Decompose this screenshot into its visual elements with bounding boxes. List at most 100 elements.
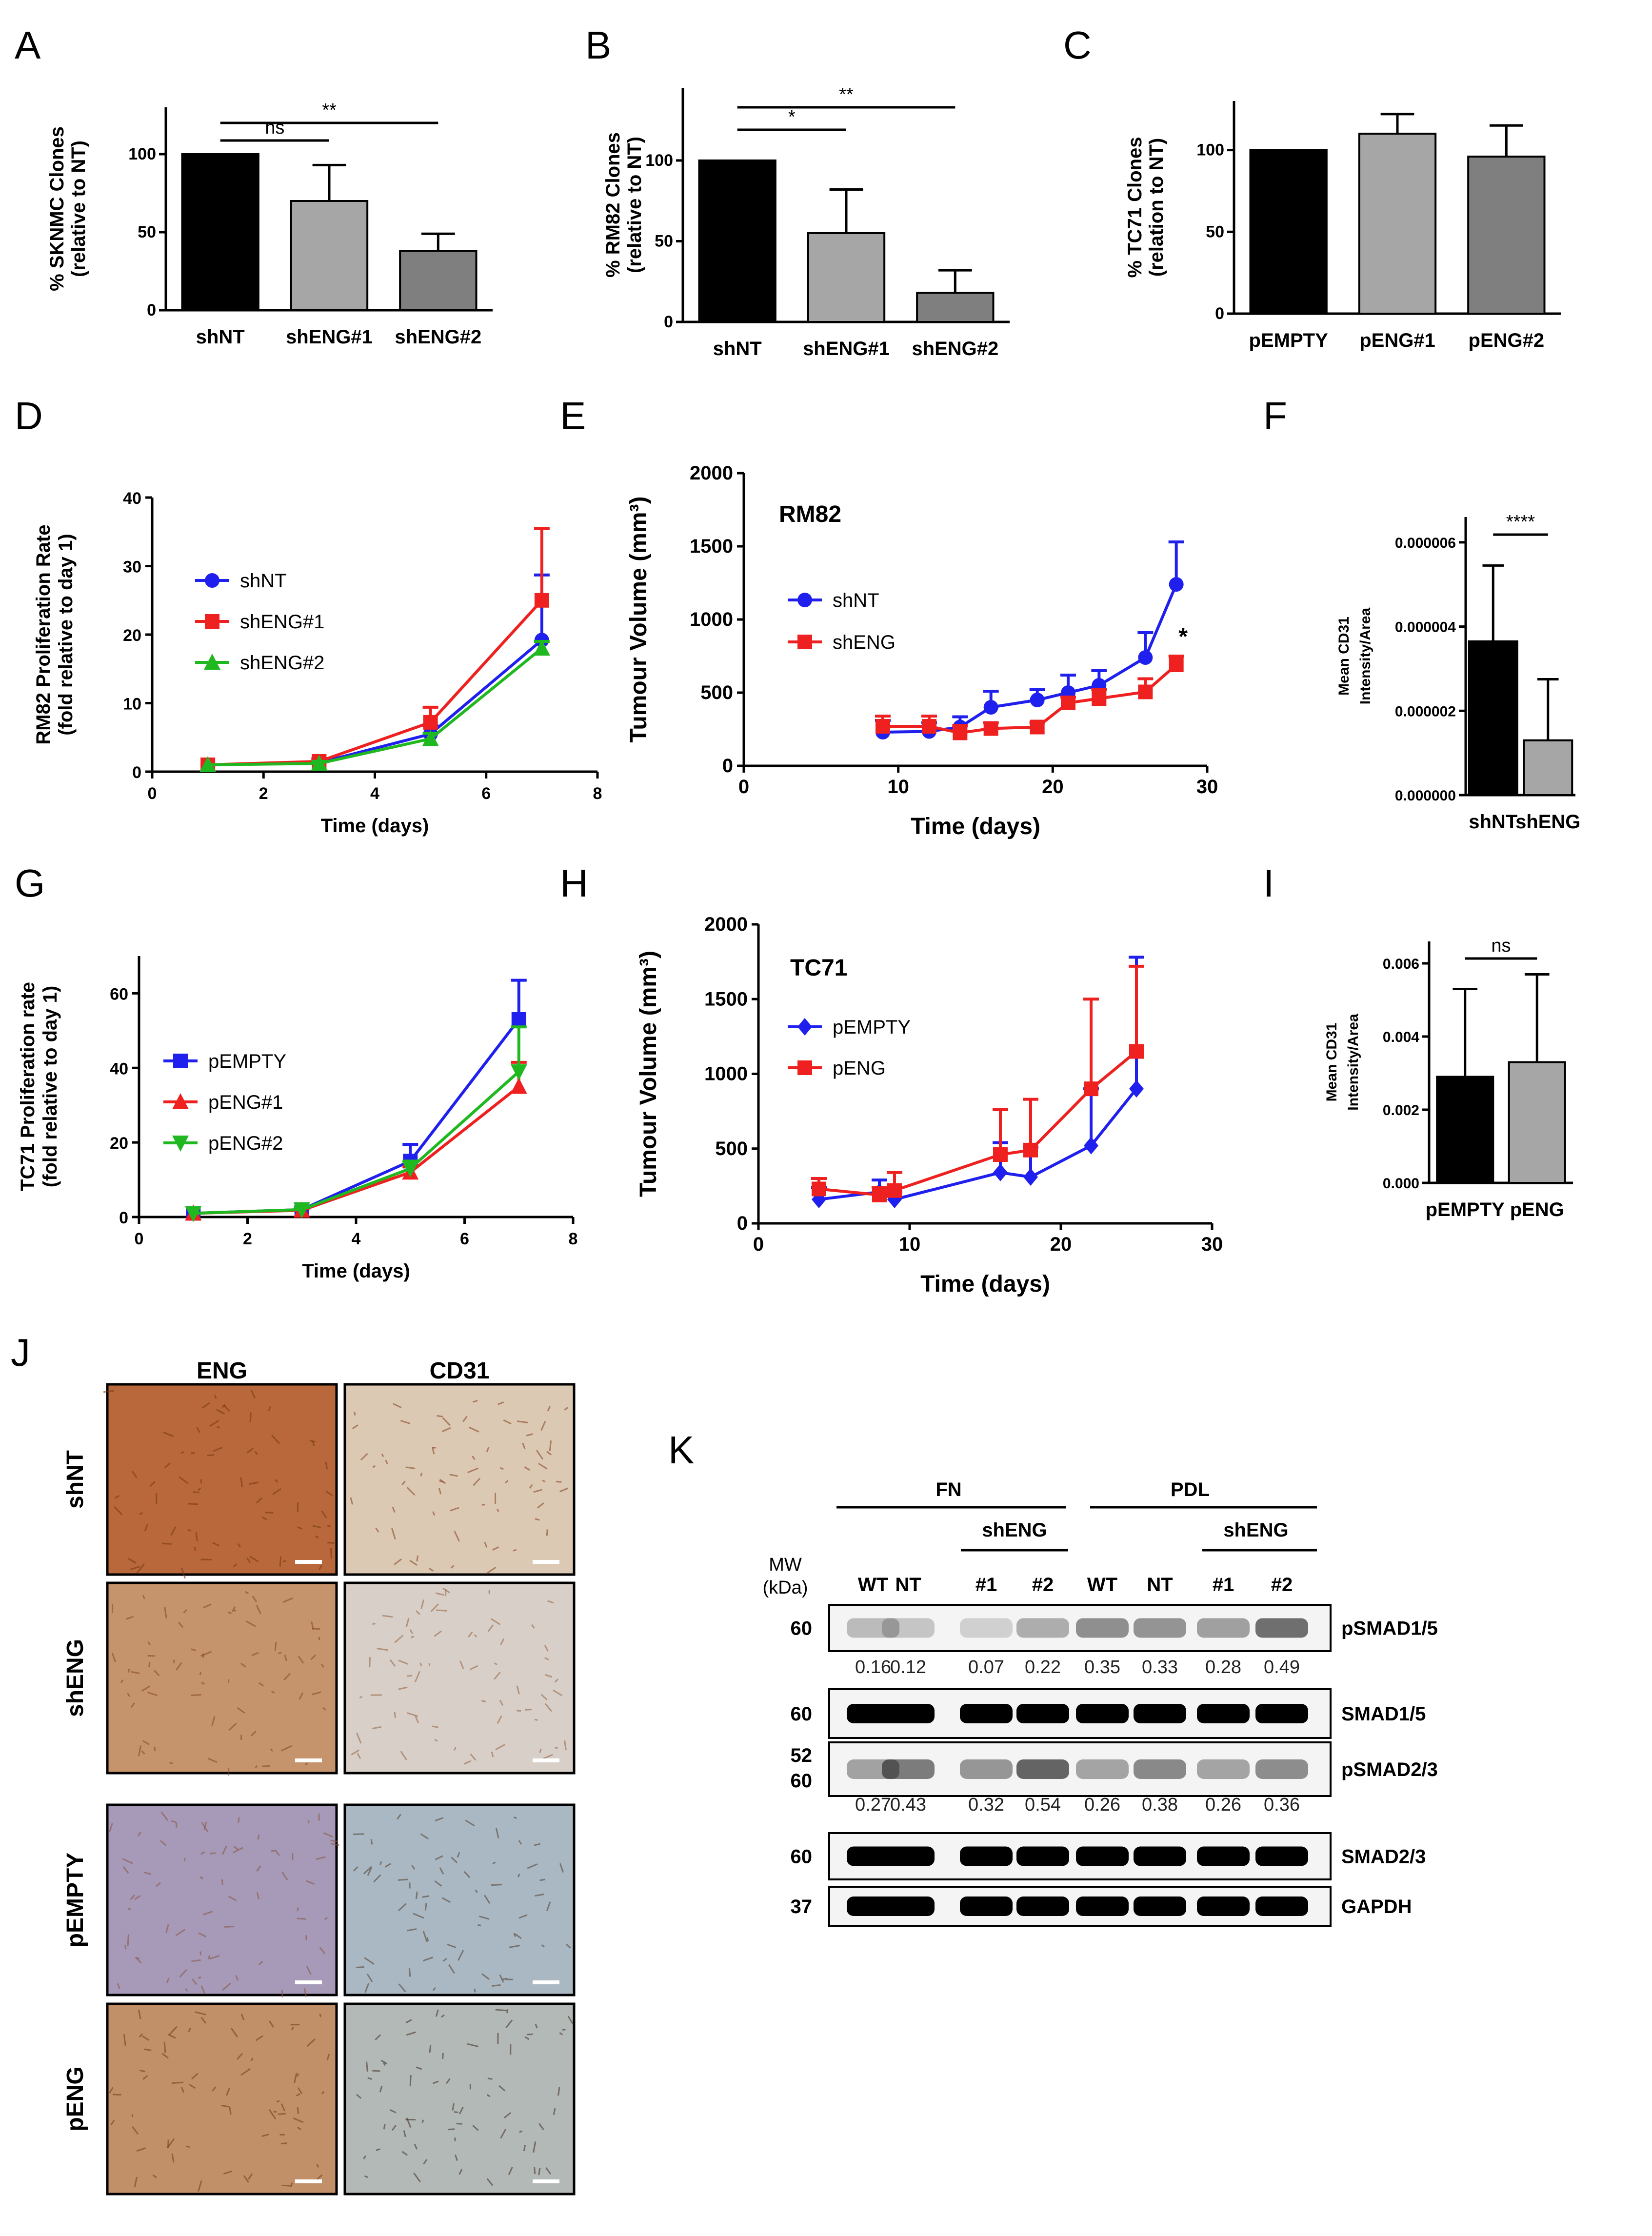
j-stain-speck <box>147 1692 158 1697</box>
j-stain-speck <box>567 2016 574 2025</box>
j-stain-speck <box>544 1657 549 1661</box>
j-stain-speck <box>298 1656 304 1664</box>
j-stain-speck <box>164 1462 171 1469</box>
j-stain-speck <box>375 2034 381 2040</box>
f-y-axis-label: Mean CD31 <box>1336 617 1352 696</box>
h-y-tick-label: 1000 <box>704 1063 748 1085</box>
k-quantification-value: 0.12 <box>890 1657 926 1677</box>
f-bar <box>1523 739 1573 797</box>
j-stain-speck <box>136 1563 145 1574</box>
j-stain-speck <box>379 2086 383 2093</box>
j-stain-speck <box>139 1512 143 1515</box>
i-significance-label: ns <box>1491 936 1511 956</box>
j-stain-speck <box>545 2167 552 2175</box>
j-stain-speck <box>420 1599 425 1609</box>
j-stain-speck <box>240 1477 243 1487</box>
j-stain-speck <box>201 1681 205 1685</box>
b-y-axis-label: % RM82 Clones <box>602 132 624 278</box>
i-category-label: pEMPTY <box>1426 1199 1505 1220</box>
k-band <box>1197 1704 1250 1723</box>
j-stain-speck <box>436 1609 447 1612</box>
j-stain-speck <box>122 1866 129 1874</box>
g-x-tick-label: 6 <box>460 1230 469 1248</box>
j-stain-speck <box>539 1878 546 1881</box>
j-stain-speck <box>486 2094 491 2097</box>
j-stain-speck <box>434 1738 438 1742</box>
d-y-tick-label: 30 <box>123 558 141 577</box>
j-stain-speck <box>475 1889 478 1893</box>
j-stain-speck <box>228 1722 237 1731</box>
j-stain-speck <box>200 2016 207 2024</box>
j-stain-speck <box>513 1549 517 1552</box>
j-stain-speck <box>110 2119 115 2126</box>
j-stain-speck <box>392 1507 396 1513</box>
j-stain-speck <box>122 1858 133 1864</box>
j-stain-speck <box>191 2073 199 2080</box>
j-stain-speck <box>233 1563 238 1568</box>
j-stain-speck <box>442 1417 451 1426</box>
k-blot-frame <box>828 1604 1332 1652</box>
j-stain-speck <box>261 2134 269 2137</box>
k-band <box>847 1618 899 1638</box>
j-stain-speck <box>303 1988 307 1997</box>
j-stain-speck <box>534 1843 541 1846</box>
k-band <box>1134 1618 1186 1638</box>
j-stain-speck <box>353 1866 358 1872</box>
i-bar <box>1436 1076 1494 1184</box>
j-stain-speck <box>135 1956 142 1964</box>
a-y-tick-label: 50 <box>138 223 156 241</box>
k-band <box>1134 1846 1186 1866</box>
k-mw-header: (kDa) <box>763 1577 808 1598</box>
j-stain-speck <box>165 1924 169 1933</box>
j-stain-speck <box>538 1462 548 1470</box>
e-data-point <box>922 719 936 734</box>
j-stain-speck <box>407 1928 417 1932</box>
k-band <box>882 1618 935 1638</box>
k-quantification-value: 0.38 <box>1142 1795 1178 1815</box>
c-bar <box>1249 149 1328 315</box>
j-stain-speck <box>527 2033 533 2036</box>
j-stain-speck <box>136 2147 146 2152</box>
d-x-tick-label: 8 <box>593 784 602 803</box>
j-stain-speck <box>524 1708 533 1711</box>
j-stain-speck <box>557 2087 560 2096</box>
j-stain-speck <box>407 1712 418 1717</box>
g-y-axis-label: TC71 Proliferation rate <box>17 982 39 1191</box>
k-quantification-value: 0.33 <box>1142 1657 1178 1677</box>
c-y-tick-label: 100 <box>1196 141 1224 160</box>
j-stain-speck <box>127 1908 131 1910</box>
j-stain-speck <box>398 1983 406 1993</box>
j-scale-bar <box>533 1560 559 1564</box>
j-stain-speck <box>183 1609 187 1614</box>
j-stain-speck <box>124 1945 127 1950</box>
j-stain-speck <box>179 1969 187 1978</box>
j-stain-speck <box>454 2154 458 2161</box>
c-category-label: pENG#1 <box>1359 330 1435 351</box>
j-stain-speck <box>533 1489 542 1493</box>
j-stain-speck <box>441 1897 451 1903</box>
j-stain-speck <box>180 2087 185 2093</box>
j-stain-speck <box>353 1833 364 1836</box>
k-protein-label: pSMAD2/3 <box>1341 1759 1438 1780</box>
c-category-label: pEMPTY <box>1249 330 1329 351</box>
j-stain-speck <box>508 2167 513 2176</box>
j-stain-speck <box>168 2034 176 2039</box>
f-y-tick-label: 0.000002 <box>1395 703 1456 719</box>
j-stain-speck <box>258 1960 263 1965</box>
j-row-label: pENG <box>62 2066 88 2131</box>
j-stain-speck <box>126 1616 134 1620</box>
b-bar <box>698 159 776 323</box>
j-stain-speck <box>175 1822 178 1828</box>
j-stain-speck <box>451 1857 458 1864</box>
i-y-tick-label: 0.006 <box>1383 956 1419 972</box>
j-stain-speck <box>306 1966 312 1975</box>
d-x-tick-label: 0 <box>148 784 157 803</box>
j-stain-speck <box>518 1840 522 1845</box>
j-stain-speck <box>536 1450 544 1460</box>
h-y-tick-label: 1500 <box>704 988 748 1010</box>
j-stain-speck <box>527 1863 538 1869</box>
j-stain-speck <box>207 1454 214 1457</box>
h-legend-label: pEMPTY <box>833 1017 911 1038</box>
j-stain-speck <box>419 1662 422 1666</box>
b-y-tick-label: 100 <box>645 151 673 170</box>
